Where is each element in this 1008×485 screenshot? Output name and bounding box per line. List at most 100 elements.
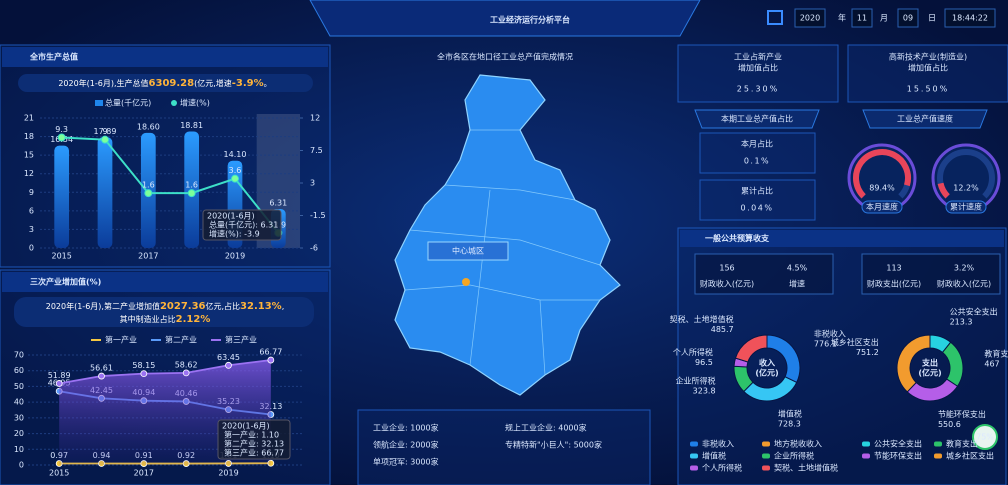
share-value: 0.1% [744,157,770,166]
map-title: 全市各区在地口径工业总产值完成情况 [437,52,573,62]
legend-label: 企业所得税 [774,451,814,461]
date-unit: 年 [838,13,846,23]
gauge-value-label: 89.4% [869,184,895,193]
date-value: 11 [857,14,867,23]
legend-label: 第二产业 [165,335,197,345]
share-label: 累计占比 [741,186,773,196]
budget-label: 财政收入(亿元) [937,279,991,289]
tooltip [202,209,282,241]
panel-title: 全市生产总值 [29,52,78,62]
y-tick-label: 10 [14,445,24,454]
date-box [794,8,826,28]
slice-value: 485.7 [711,325,734,334]
summary: 2020年(1-6月),第二产业增加值2027.36亿元,占比32.13%, [46,301,285,313]
line-point [57,133,66,142]
y-tick-label: 3 [29,225,34,234]
y-tick-label: 7.5 [310,146,323,155]
y-tick-label: 12 [24,169,34,178]
slice-value: 751.2 [856,348,879,357]
point-value-label: 1.6 [185,181,198,190]
budget-value: 4.5% [787,264,808,273]
district-border [539,299,546,376]
gauge-title-pill [861,200,903,214]
summary-part: 2.12% [176,314,211,325]
line-point [182,369,190,377]
share-label: 本月占比 [741,139,773,149]
legend-label: 增速(%) [180,98,210,108]
legend-label: 总量(千亿元) [105,98,151,108]
legend-label: 第三产业 [225,335,257,345]
slice-label: 增值税 [778,409,802,419]
line-point [231,174,239,183]
summary-pill [18,74,313,92]
share-value: 0.04% [741,204,774,213]
point-value-label: 0.97 [50,451,68,460]
x-tick-label: 2015 [49,469,69,478]
tooltip [217,419,291,460]
panel-title: 一般公共预算收支 [705,233,770,243]
y-tick-label: 40 [14,398,24,407]
summary-part: -3.9% [232,78,264,89]
district-label-box [427,241,509,261]
legend-label: 第一产业 [105,335,137,345]
donut-center-label: 支出 [921,358,938,368]
legend-swatch [762,453,770,459]
summary-part: 2027.36 [160,301,206,312]
slice-value: 96.5 [695,358,713,367]
gauge-track [937,149,995,199]
x-tick-label: 2017 [138,252,158,261]
slice-value: 467 [984,359,999,368]
district-label: 中心城区 [452,246,484,256]
bar-value-label: 14.10 [224,150,247,159]
kpi-value: 15.50% [907,85,950,94]
badge [972,424,998,450]
stat-text: 单项冠军: 3000家 [373,457,439,467]
kpi-value: 25.30% [737,85,780,94]
point-value-label: 9.3 [55,125,68,134]
slice-label: 企业所得税 [676,376,716,386]
donut-slice [896,334,931,393]
line-point [55,380,63,387]
y-tick-label: 20 [14,429,24,438]
x-tick-label: 2017 [134,469,154,478]
line-point [267,356,275,364]
slice-label: 公共安全支出 [950,307,998,317]
point-value-label: 51.89 [48,371,71,380]
budget-value: 3.2% [954,264,975,273]
map-shape [394,74,621,396]
slice-value: 323.8 [693,387,716,396]
kpi-label: 高新技术产业(制造业) [889,52,967,62]
line [61,136,280,234]
gauge-title: 累计速度 [950,202,982,212]
date-unit: 月 [880,14,888,23]
bar-value-label: 6.31 [269,198,287,207]
bar-value-label: 18.60 [137,122,160,131]
gauge-value-label: 12.2% [953,184,979,193]
y-tick-label: -6 [310,244,318,253]
panel-title-bar [2,47,328,67]
slice-label: 节能环保支出 [938,409,986,419]
point-value-label: 66.77 [259,348,282,357]
gauge-value [853,149,911,199]
share-card [699,132,816,174]
tooltip-title: 2020(1-6月) [207,212,255,221]
header-title: 工业经济运行分析平台 [490,15,570,25]
summary-pill [14,297,314,327]
summary-part: , [282,302,285,311]
stat-text: 专精特新"小巨人": 5000家 [505,440,602,450]
stat-text: 规上工业企业: 4000家 [505,423,587,433]
donut-center-label: 收入 [759,358,775,368]
point-value-label: 58.15 [132,361,155,370]
slice-label: 城乡社区支出 [831,337,879,347]
legend-swatch [690,453,698,459]
y-tick-label: -1.5 [310,211,326,220]
gauge-title-pill [945,200,987,214]
legend-label: 契税、土地增值税 [774,463,838,473]
y-tick-label: 3 [310,179,315,188]
budget-label: 财政支出(亿元) [867,279,921,289]
donut-center-label: (亿元) [755,368,778,378]
legend-swatch [171,100,177,106]
kpi-label: 增加值占比 [738,63,778,73]
legend-swatch [762,441,770,447]
